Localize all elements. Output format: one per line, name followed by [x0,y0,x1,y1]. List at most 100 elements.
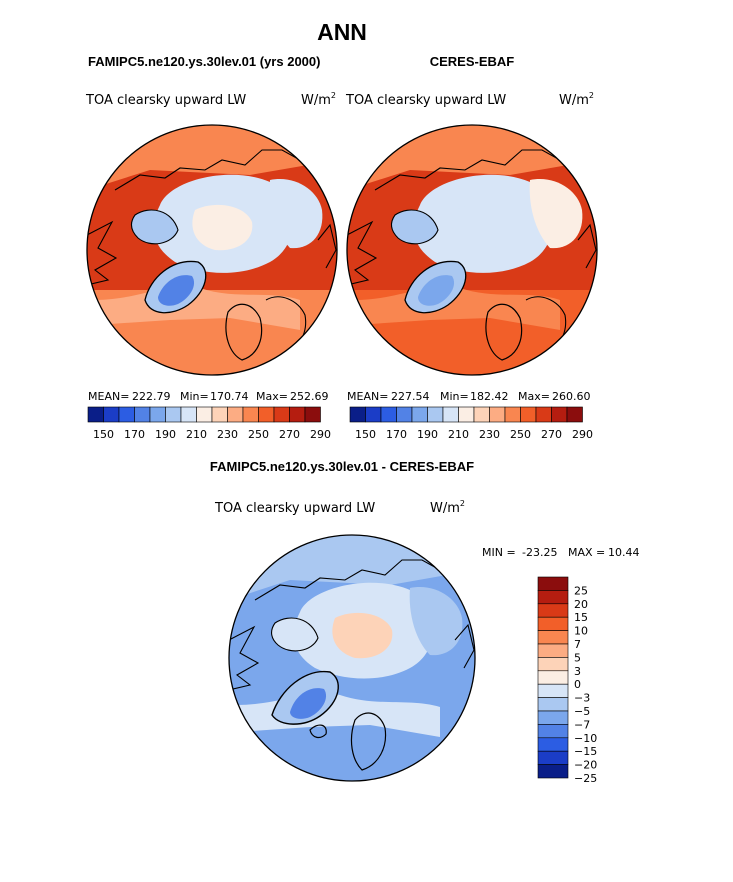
left-panel-stats: MEAN= 222.79 Min= 170.74 Max= 252.69 [88,390,329,403]
colorbar-swatch [196,406,213,423]
right-panel-stats: MEAN= 227.54 Min= 182.42 Max= 260.60 [347,390,591,403]
field-greenland-interior [418,275,455,306]
svg-text:260.60: 260.60 [552,390,591,403]
colorbar-swatch [537,750,569,765]
colorbar-tick-label: 270 [541,428,562,441]
colorbar-swatch [180,406,197,423]
left-panel-variable: TOA clearsky upward LW [85,93,246,108]
right-panel-colorbar: 150 170 190 210 230 250 270 290 [349,406,593,441]
colorbar-swatch [537,630,569,645]
colorbar-swatch [537,643,569,658]
colorbar-tick-label: 210 [448,428,469,441]
colorbar-swatch [349,406,366,423]
diff-panel-map-border [228,534,476,782]
svg-text:227.54: 227.54 [391,390,430,403]
colorbar-swatch [520,406,537,423]
colorbar-swatch [87,406,104,423]
colorbar-swatch [211,406,228,423]
colorbar-swatch [273,406,290,423]
colorbar-tick-label: 190 [155,428,176,441]
svg-text:222.79: 222.79 [132,390,171,403]
svg-text:Min=: Min= [180,390,209,403]
colorbar-level-label: −20 [574,759,597,772]
colorbar-swatch [535,406,552,423]
colorbar-level-label: −7 [574,718,590,731]
colorbar-swatch [304,406,321,423]
colorbar-tick-label: 230 [217,428,238,441]
field-siberia [529,179,583,249]
colorbar-tick-label: 150 [93,428,114,441]
field-basin [452,204,513,251]
field-canadian-archipelago [391,210,438,244]
colorbar-swatch [103,406,120,423]
svg-text:MEAN=: MEAN= [347,390,388,403]
colorbar-swatch [289,406,306,423]
colorbar-swatch [118,406,135,423]
right-panel-subtitle: CERES-EBAF [430,54,515,69]
svg-text:170.74: 170.74 [210,390,249,403]
colorbar-level-label: 5 [574,651,581,664]
colorbar-tick-label: 230 [479,428,500,441]
field-greenland-interior [290,688,327,719]
colorbar-tick-label: 170 [386,428,407,441]
colorbar-level-label: 3 [574,665,581,678]
diff-panel-title: FAMIPC5.ne120.ys.30lev.01 - CERES-EBAF [210,459,474,474]
colorbar-tick-label: 190 [417,428,438,441]
colorbar-swatch [227,406,244,423]
svg-text:-23.25: -23.25 [522,546,557,559]
colorbar-swatch [537,670,569,685]
colorbar-level-label: 7 [574,638,581,651]
colorbar-swatch [537,764,569,779]
colorbar-swatch [165,406,182,423]
colorbar-swatch [566,406,583,423]
colorbar-swatch [149,406,166,423]
colorbar-tick-label: 150 [355,428,376,441]
colorbar-swatch [504,406,521,423]
colorbar-level-label: −10 [574,732,597,745]
svg-text:182.42: 182.42 [470,390,509,403]
colorbar-tick-label: 270 [279,428,300,441]
colorbar-swatch [537,683,569,698]
svg-text:Min=: Min= [440,390,469,403]
colorbar-swatch [134,406,151,423]
field-greenland-interior [158,275,195,306]
colorbar-level-label: 25 [574,584,588,597]
colorbar-tick-label: 290 [310,428,331,441]
left-panel-map-border [86,124,338,376]
colorbar-tick-label: 290 [572,428,593,441]
right-panel-map [347,125,597,375]
colorbar-swatch [458,406,475,423]
colorbar-swatch [537,657,569,672]
colorbar-level-label: −5 [574,705,590,718]
colorbar-swatch [242,406,259,423]
colorbar-level-label: 10 [574,625,588,638]
left-panel-subtitle: FAMIPC5.ne120.ys.30lev.01 (yrs 2000) [88,54,320,69]
field-siberia [269,179,323,249]
colorbar-swatch [396,406,413,423]
svg-text:252.69: 252.69 [290,390,329,403]
field-basin [192,204,253,251]
svg-text:MIN =: MIN = [482,546,516,559]
colorbar-level-label: 0 [574,678,581,691]
left-panel-map [87,125,337,375]
colorbar-swatch [365,406,382,423]
colorbar-level-label: −25 [574,772,597,785]
colorbar-swatch [537,737,569,752]
svg-text:MAX =: MAX = [568,546,605,559]
colorbar-level-label: 20 [574,598,588,611]
right-panel-map-border [346,124,598,376]
colorbar-swatch [442,406,459,423]
diff-panel-units: W/m2 [430,499,465,516]
colorbar-swatch [380,406,397,423]
field-canadian-archipelago [271,618,318,651]
colorbar-swatch [551,406,568,423]
colorbar-level-label: 15 [574,611,588,624]
colorbar-swatch [258,406,275,423]
svg-text:Max=: Max= [518,390,550,403]
diff-panel-map [229,535,475,781]
colorbar-swatch [537,576,569,591]
figure-title: ANN [317,19,367,45]
colorbar-swatch [489,406,506,423]
